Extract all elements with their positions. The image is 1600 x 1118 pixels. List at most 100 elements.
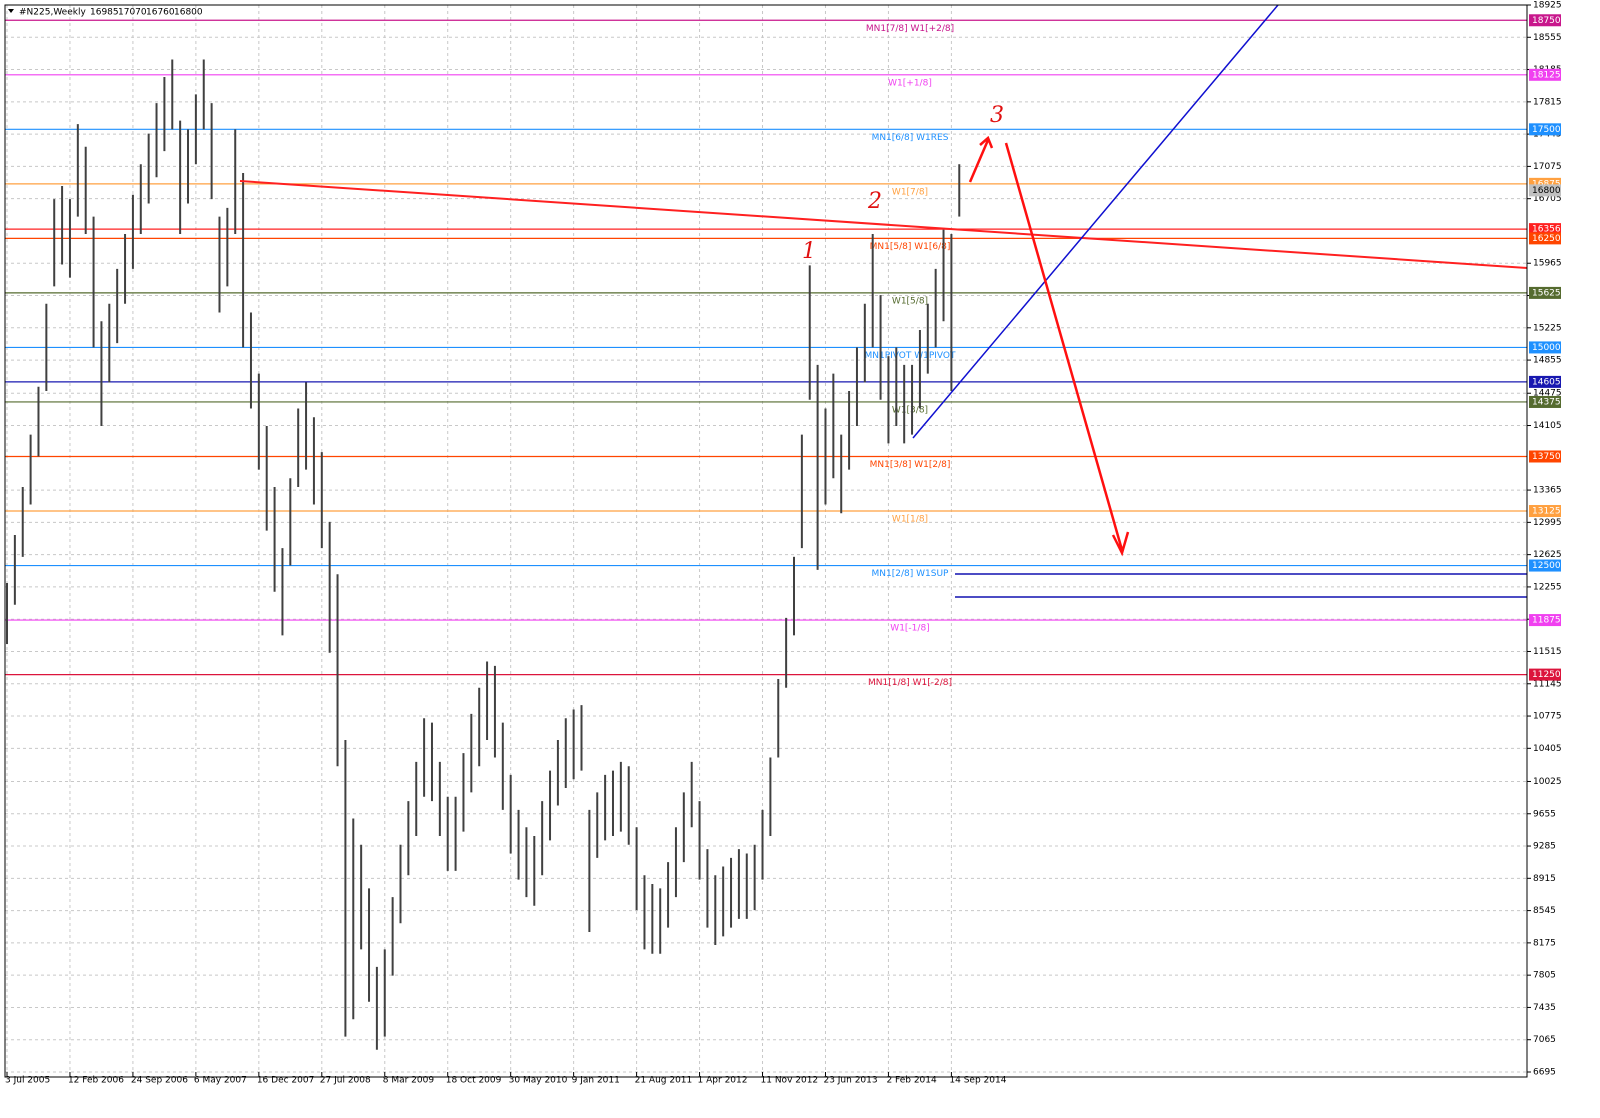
y-tick-label: 18555 [1533, 33, 1562, 43]
level-label: W1[7/8] [892, 187, 928, 197]
y-tick-label: 8545 [1533, 906, 1556, 916]
menu-icon [8, 9, 14, 13]
x-tick-label: 9 Jan 2011 [572, 1076, 620, 1086]
y-tick-label: 18925 [1533, 1, 1562, 11]
x-tick-label: 11 Nov 2012 [761, 1076, 819, 1086]
level-tag [1529, 223, 1561, 236]
level-tag [1529, 505, 1561, 518]
low: 16760 [146, 8, 175, 18]
level-tag [1529, 232, 1561, 245]
level-tag [1529, 614, 1561, 627]
level-label: W1[5/8] [892, 296, 928, 306]
levels: MN1[7/8] W1[+2/8] W1[+1/8] MN1[6/8] W1RES W… [5, 19, 1527, 688]
y-tick-label: 8175 [1533, 938, 1556, 948]
level-tag [1529, 123, 1561, 136]
y-tick-label: 12625 [1533, 550, 1562, 560]
x-tick-label: 21 Aug 2011 [635, 1076, 693, 1086]
y-tick-label: 17075 [1533, 162, 1562, 172]
level-tag-label: 14375 [1532, 397, 1561, 407]
level-tag [1529, 286, 1561, 299]
y-tick-label: 14855 [1533, 356, 1562, 366]
y-tick-label: 11145 [1533, 679, 1562, 689]
grid [5, 4, 1527, 1073]
open: 16985 [90, 8, 119, 18]
axis: 1892518555181851781517445170751670515965… [5, 1, 1562, 1086]
level-tag [1529, 668, 1561, 681]
level-label: MN1[1/8] W1[-2/8] [868, 678, 952, 688]
y-tick-label: 15225 [1533, 323, 1562, 333]
level-tag-label: 11875 [1532, 616, 1561, 626]
level-label: W1[+1/8] [888, 78, 932, 88]
x-tick-label: 30 May 2010 [509, 1076, 568, 1086]
level-tag-label: 15000 [1532, 343, 1561, 353]
arrow [968, 135, 994, 183]
plot-border [4, 4, 1528, 1078]
level-tag [1529, 559, 1561, 572]
x-tick-label: 6 May 2007 [194, 1076, 247, 1086]
level-tag-label: 13750 [1532, 452, 1561, 462]
y-tick-label: 12995 [1533, 518, 1562, 528]
level-tag-label: 18750 [1532, 16, 1561, 26]
arrow [1004, 142, 1130, 557]
price-tag [1529, 184, 1561, 197]
y-tick-label: 17815 [1533, 97, 1562, 107]
level-label: MN1[3/8] W1[2/8] [870, 460, 951, 470]
level-label: MN1[2/8] W1SUP [872, 569, 950, 579]
high: 17070 [118, 8, 147, 18]
x-tick-label: 1 Apr 2012 [698, 1076, 748, 1086]
y-tick-label: 6695 [1533, 1068, 1556, 1078]
y-tick-label: 12255 [1533, 582, 1562, 592]
level-label: W1[-1/8] [890, 624, 929, 634]
level-tag [1529, 450, 1561, 463]
y-tick-label: 14475 [1533, 389, 1562, 399]
x-tick-label: 8 Mar 2009 [383, 1076, 435, 1086]
level-tag [1529, 341, 1561, 354]
level-tag-label: 17500 [1532, 125, 1561, 135]
level-tag-label: 14605 [1532, 377, 1561, 387]
trend-line [912, 4, 1279, 439]
level-tag-label: 16356 [1532, 225, 1561, 235]
y-tick-label: 14105 [1533, 421, 1562, 431]
level-tag-label: 11250 [1532, 670, 1561, 680]
level-tag-label: 15625 [1532, 288, 1561, 298]
level-label: MN1PIVOT W1PIVOT [864, 351, 956, 361]
y-tick-label: 7065 [1533, 1035, 1556, 1045]
x-tick-label: 23 Jun 2013 [823, 1076, 877, 1086]
y-tick-label: 9285 [1533, 842, 1556, 852]
level-tag [1529, 395, 1561, 408]
x-tick-label: 14 Sep 2014 [949, 1076, 1006, 1086]
wave-label: 3 [990, 103, 1004, 128]
y-tick-label: 16705 [1533, 194, 1562, 204]
y-tick-label: 15965 [1533, 259, 1562, 269]
y-tick-label: 10405 [1533, 744, 1562, 754]
x-tick-label: 16 Dec 2007 [257, 1076, 315, 1086]
y-tick-label: 10025 [1533, 777, 1562, 787]
level-tag-label: 16875 [1532, 179, 1561, 189]
drawings: 1 2 3 [239, 4, 1528, 598]
level-label: MN1[5/8] W1[6/8] [870, 242, 951, 252]
y-tick-label: 7805 [1533, 971, 1556, 981]
y-tick-label: 10775 [1533, 712, 1562, 722]
level-label: W1[3/8] [892, 405, 928, 415]
price-tag-label: 16800 [1532, 186, 1561, 196]
x-tick-label: 24 Sep 2006 [131, 1076, 188, 1086]
symbol: #N225,Weekly [19, 8, 86, 18]
level-tag [1529, 68, 1561, 81]
wave-label: 2 [867, 189, 882, 214]
bars [6, 59, 961, 1050]
trend-line [239, 180, 1528, 269]
close: 16800 [174, 8, 203, 18]
level-tag [1529, 14, 1561, 27]
x-tick-label: 27 Jul 2008 [320, 1076, 371, 1086]
level-label: W1[1/8] [892, 515, 928, 525]
wave-label: 1 [802, 239, 816, 264]
x-tick-label: 18 Oct 2009 [446, 1076, 502, 1086]
level-label: MN1[6/8] W1RES [872, 133, 949, 143]
x-tick-label: 12 Feb 2006 [68, 1076, 124, 1086]
y-tick-label: 11515 [1533, 647, 1562, 657]
level-tag-label: 18125 [1532, 70, 1561, 80]
y-tick-label: 8915 [1533, 874, 1556, 884]
